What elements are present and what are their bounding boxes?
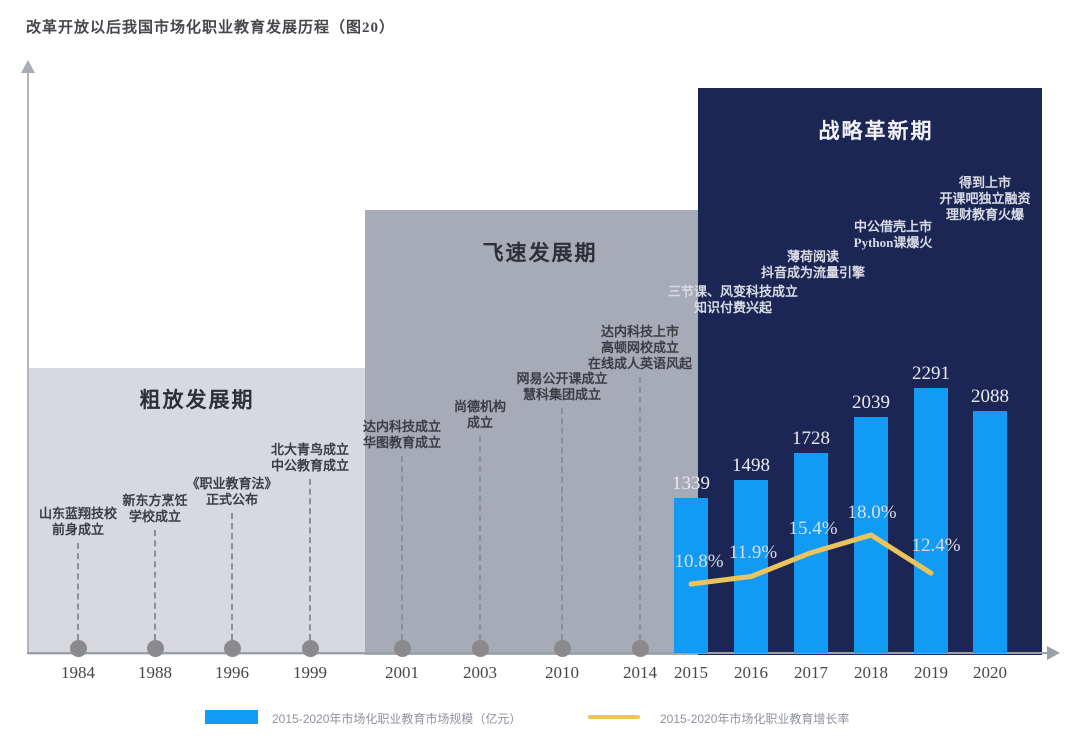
- year-label: 1999: [293, 663, 327, 682]
- phase-block-extensive: [28, 368, 365, 655]
- event-dash: [231, 513, 233, 640]
- bar: [973, 411, 1007, 653]
- bar-value-label: 2039: [852, 392, 890, 414]
- timeline-event: 达内科技上市 高顿网校成立 在线成人英语风起: [587, 324, 693, 371]
- event-dash: [561, 408, 563, 640]
- event-dash: [77, 543, 79, 640]
- event-dash: [309, 479, 311, 640]
- event-dash: [401, 456, 403, 640]
- year-label: 2019: [914, 663, 948, 682]
- bar: [674, 498, 708, 653]
- legend-label-growth-rate: 2015-2020年市场化职业教育增长率: [660, 712, 850, 726]
- year-label: 2003: [463, 663, 497, 682]
- phase-title-extensive: 粗放发展期: [139, 388, 255, 412]
- timeline-event: 达内科技成立 华图教育成立: [362, 419, 442, 450]
- legend-swatch-growth-rate: [588, 715, 640, 719]
- phase-block-rapid: [365, 210, 698, 655]
- year-label: 2001: [385, 663, 419, 682]
- timeline-dot: [471, 640, 489, 657]
- timeline-dot: [393, 640, 411, 657]
- phase-title-strategic: 战略革新期: [818, 119, 934, 143]
- timeline-event: 三节课、风变科技成立 知识付费兴起: [667, 284, 799, 315]
- year-label: 2010: [545, 663, 579, 682]
- year-label: 1996: [215, 663, 249, 682]
- year-label: 2014: [623, 663, 657, 682]
- timeline-event: 得到上市 开课吧独立融资 理财教育火爆: [939, 175, 1031, 222]
- timeline-event: 《职业教育法》 正式公布: [186, 476, 278, 507]
- bar: [854, 417, 888, 653]
- growth-point-label: 15.4%: [788, 518, 838, 539]
- year-label: 2018: [854, 663, 888, 682]
- event-dash: [154, 530, 156, 640]
- bar-value-label: 2291: [912, 362, 950, 384]
- bar-value-label: 2088: [971, 386, 1009, 408]
- growth-point-label: 18.0%: [847, 502, 897, 523]
- growth-point-label: 11.9%: [728, 542, 778, 563]
- timeline-dot: [223, 640, 241, 657]
- year-label: 2016: [734, 663, 768, 682]
- x-axis-arrow-icon: [1047, 646, 1060, 660]
- legend-swatch-market-size: [205, 710, 258, 724]
- y-axis: [27, 72, 29, 654]
- bar: [794, 453, 828, 653]
- y-axis-arrow-icon: [21, 60, 35, 73]
- timeline-event: 新东方烹饪 学校成立: [122, 493, 188, 524]
- timeline-dot: [631, 640, 649, 657]
- bar: [734, 479, 768, 653]
- timeline-event: 北大青鸟成立 中公教育成立: [270, 442, 350, 473]
- bar: [914, 387, 948, 653]
- timeline-dot: [301, 640, 319, 657]
- year-label: 2020: [973, 663, 1007, 682]
- year-label: 2017: [794, 663, 828, 682]
- timeline-dot: [69, 640, 87, 657]
- timeline-dot: [146, 640, 164, 657]
- event-dash: [639, 377, 641, 640]
- phase-title-rapid: 飞速发展期: [482, 241, 598, 265]
- timeline-event: 山东蓝翔技校 前身成立: [38, 506, 118, 537]
- chart-title: 改革开放以后我国市场化职业教育发展历程（图20）: [26, 20, 396, 36]
- x-axis: [27, 652, 1049, 654]
- bar-value-label: 1728: [792, 428, 830, 450]
- year-label: 1988: [138, 663, 172, 682]
- year-label: 1984: [61, 663, 95, 682]
- bar-value-label: 1498: [732, 454, 770, 476]
- growth-point-label: 10.8%: [674, 551, 724, 572]
- event-dash: [479, 436, 481, 640]
- timeline-event: 中公借壳上市 Python课爆火: [853, 219, 933, 250]
- growth-point-label: 12.4%: [911, 535, 961, 556]
- timeline-event: 网易公开课成立 慧科集团成立: [516, 371, 608, 402]
- timeline-dot: [553, 640, 571, 657]
- bar-value-label: 1339: [672, 473, 710, 495]
- timeline-event: 薄荷阅读 抖音成为流量引擎: [760, 249, 866, 280]
- legend-label-market-size: 2015-2020年市场化职业教育市场规模（亿元）: [272, 712, 522, 726]
- legend: 2015-2020年市场化职业教育市场规模（亿元） 2015-2020年市场化职…: [0, 703, 1076, 733]
- timeline-event: 尚德机构 成立: [453, 399, 507, 430]
- year-label: 2015: [674, 663, 708, 682]
